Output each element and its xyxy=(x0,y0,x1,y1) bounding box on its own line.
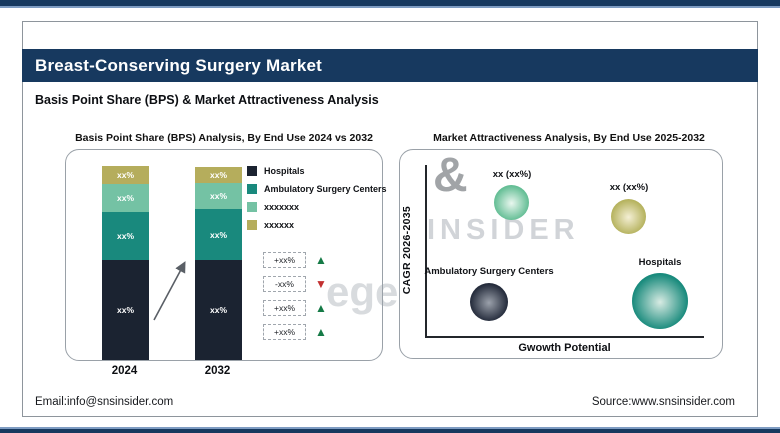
attractiveness-chart-panel: CAGR 2026-2035 Gwowth Potential xx (xx%)… xyxy=(399,149,723,359)
triangle-up-icon: ▲ xyxy=(315,325,327,339)
bar-2024-segment-hospitals: xx% xyxy=(102,260,149,360)
bubble-olive xyxy=(611,199,646,234)
trend-arrow-icon xyxy=(153,261,186,321)
title-bar: Breast-Conserving Surgery Market xyxy=(22,49,758,82)
bps-change-list: +xx% ▲ -xx% ▼ +xx% ▲ +xx% ▲ xyxy=(263,252,327,340)
change-value-box: +xx% xyxy=(263,300,306,316)
legend-swatch-ambulatory xyxy=(247,184,257,194)
legend-swatch-3 xyxy=(247,202,257,212)
slide-frame: Breast-Conserving Surgery Market Basis P… xyxy=(22,21,758,417)
segment-value: xx% xyxy=(209,305,227,315)
page-title: Breast-Conserving Surgery Market xyxy=(35,55,322,75)
triangle-up-icon: ▲ xyxy=(315,301,327,315)
stacked-bar-2032: xx% xx% xx% xx% xyxy=(195,167,242,360)
page-subtitle: Basis Point Share (BPS) & Market Attract… xyxy=(35,93,379,107)
bubble-hospitals xyxy=(632,273,688,329)
bubble-seafoam xyxy=(494,185,529,220)
legend-label: xxxxxx xyxy=(264,220,295,230)
legend-swatch-hospitals xyxy=(247,166,257,176)
triangle-up-icon: ▲ xyxy=(315,253,327,267)
bar-category-2032: 2032 xyxy=(204,365,231,377)
y-axis-line xyxy=(425,165,427,336)
footer-source: Source:www.snsinsider.com xyxy=(591,396,735,408)
bps-legend: Hospitals Ambulatory Surgery Centers xxx… xyxy=(247,166,387,230)
segment-value: xx% xyxy=(209,229,227,240)
segment-value: xx% xyxy=(209,170,227,180)
footer-email: Email:info@snsinsider.com xyxy=(35,396,174,408)
bar-2032-segment-3: xx% xyxy=(195,183,242,209)
attractiveness-chart-title: Market Attractiveness Analysis, By End U… xyxy=(433,132,705,144)
bar-2024-segment-3: xx% xyxy=(102,184,149,212)
change-row-3: +xx% ▲ xyxy=(263,300,327,316)
legend-item-ambulatory: Ambulatory Surgery Centers xyxy=(247,184,387,194)
bps-chart-title: Basis Point Share (BPS) Analysis, By End… xyxy=(75,132,373,144)
legend-swatch-4 xyxy=(247,220,257,230)
segment-value: xx% xyxy=(116,305,134,315)
segment-value: xx% xyxy=(116,231,134,241)
bar-2032-segment-ambulatory: xx% xyxy=(195,209,242,260)
segment-value: xx% xyxy=(116,170,134,180)
legend-label: xxxxxxx xyxy=(264,202,300,212)
bps-chart-panel: xx% xx% xx% xx% xx% xx% xx% xx% xyxy=(65,149,387,361)
change-value-box: -xx% xyxy=(263,276,306,292)
bubble-label-ambulatory-surgery-centers: Ambulatory Surgery Centers xyxy=(424,266,554,277)
x-axis-label: Gwowth Potential xyxy=(518,342,611,354)
segment-value: xx% xyxy=(209,191,227,201)
bubble-label-seafoam: xx (xx%) xyxy=(492,169,532,180)
change-row-2: -xx% ▼ xyxy=(263,276,327,292)
legend-label: Ambulatory Surgery Centers xyxy=(264,184,387,194)
legend-item-hospitals: Hospitals xyxy=(247,166,387,176)
bar-2032-segment-4: xx% xyxy=(195,167,242,183)
y-axis-label: CAGR 2026-2035 xyxy=(401,206,413,295)
bottom-accent-bar xyxy=(0,427,780,433)
bar-2032-segment-hospitals: xx% xyxy=(195,260,242,360)
legend-item-3: xxxxxxx xyxy=(247,202,387,212)
triangle-down-icon: ▼ xyxy=(315,277,327,291)
bubble-ambulatory-surgery-centers xyxy=(470,283,508,321)
change-row-4: +xx% ▲ xyxy=(263,324,327,340)
bar-2024-segment-4: xx% xyxy=(102,166,149,184)
bar-category-2024: 2024 xyxy=(111,365,138,377)
bubble-label-hospitals: Hospitals xyxy=(638,257,682,268)
stacked-bar-2024: xx% xx% xx% xx% xyxy=(102,166,149,360)
legend-item-4: xxxxxx xyxy=(247,220,387,230)
change-value-box: +xx% xyxy=(263,252,306,268)
segment-value: xx% xyxy=(116,193,134,203)
legend-label: Hospitals xyxy=(264,166,305,176)
x-axis-line xyxy=(425,336,704,338)
bubble-label-olive: xx (xx%) xyxy=(609,182,649,193)
change-value-box: +xx% xyxy=(263,324,306,340)
change-row-1: +xx% ▲ xyxy=(263,252,327,268)
top-accent-bar xyxy=(0,0,780,8)
bar-2024-segment-ambulatory: xx% xyxy=(102,212,149,260)
